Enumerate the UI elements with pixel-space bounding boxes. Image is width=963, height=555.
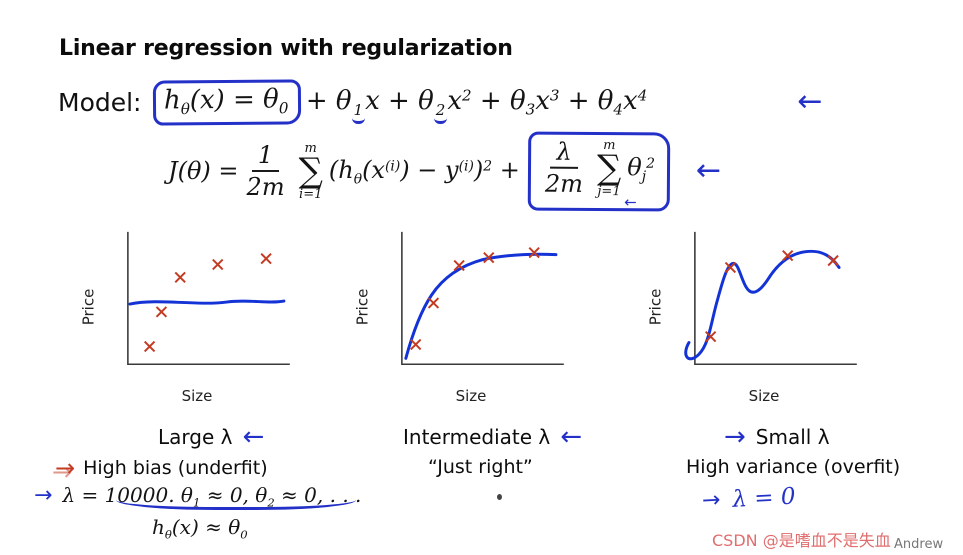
model-equation-line: Model: hθ(x) = θ0 + θ 1x + θ 2x2 + θ3x3 + … [58,79,823,126]
fraction-1-over-2m: 1 2m [247,142,285,201]
caption-just-right: “Just right” [428,456,533,478]
left-arrow-annotation: ← [560,422,583,452]
x-mark [427,297,440,309]
x-mark [827,254,839,267]
regularization-term-box: λ 2m m ∑ j=1 θj2 ← [527,131,671,212]
axes [401,231,564,366]
hypothesis-boxed-term: hθ(x) = θ0 [153,79,303,126]
fit-curve [684,249,841,361]
left-arrow-annotation-cost: ← [695,153,721,189]
y-axis-label: Price [79,288,98,326]
axes [127,231,290,366]
sigma-symbol: ∑ [298,151,323,192]
x-axis-label: Size [181,387,213,405]
x-mark [410,338,422,351]
left-arrow-annotation: ← [242,422,265,452]
x-mark [483,251,495,264]
plot-overfit-sketch [684,231,857,366]
model-label: Model: [58,87,142,117]
summation-over-j: m ∑ j=1 [596,138,622,199]
y-axis-label: Price [646,288,665,326]
fraction-denominator: 2m [544,170,583,199]
caption-text: Large λ [158,425,233,449]
left-arrow-annotation-model: ← [797,84,823,120]
caption-large-lambda: Large λ ← [158,424,264,450]
plot-overfit: Price Size [645,226,867,408]
sigma-symbol: ∑ [596,148,622,189]
x-axis-label: Size [748,387,780,405]
x-mark [260,252,272,265]
caption-subtext: “Just right” [428,456,533,478]
caption-text: Intermediate λ [403,425,551,449]
hypothesis-approx-note: hθ(x) ≈ θ0 [152,515,248,542]
sum-lower-limit: i=1 [299,186,323,202]
x-mark [705,330,717,343]
right-arrow-annotation: → [724,422,746,452]
caption-text: Small λ [755,425,830,449]
lambda-zero-text: λ = 0 [731,483,797,513]
x-mark [782,249,794,262]
y-axis-label: Price [353,288,372,326]
csdn-watermark: CSDN @是嗜血不是失血 [712,531,891,550]
squared-error-term: (hθ(x(i)) − y(i))2 + [328,155,520,188]
theta-squared-term: θj2 [627,152,655,185]
summation-over-i: m ∑ i=1 [299,142,323,200]
fraction-lambda-over-2m: λ 2m [544,138,583,199]
data-x-marks [410,247,540,351]
x-mark [212,258,224,271]
caption-subtext: High bias (underfit) [83,457,268,479]
caption-high-bias: → High bias (underfit) [55,456,268,480]
cursor-dot [497,494,502,500]
sum-lower-limit: j=1 [597,183,621,199]
cost-lhs: J(θ) = [168,157,239,186]
sum-upper-limit: m [304,141,317,157]
plot-just-right: Price Size [352,226,574,408]
plot-just-right-sketch [401,231,564,366]
data-x-marks [143,252,272,353]
blue-right-arrow-annotation: → [34,483,53,509]
author-signature: Andrew [894,537,944,552]
cost-function-line: J(θ) = 1 2m m ∑ i=1 (hθ(x(i)) − y(i))2 +… [168,131,721,212]
caption-small-lambda: → Small λ [724,424,830,450]
fit-curve [128,299,286,306]
plot-underfit: Price Size [78,226,300,408]
caption-high-variance: High variance (overfit) [686,456,900,478]
fit-curve [404,252,558,360]
caption-subtext: High variance (overfit) [686,456,901,478]
x-mark [528,247,540,259]
x-mark [155,306,168,318]
plot-underfit-sketch [127,231,290,366]
fraction-numerator: 1 [251,142,280,173]
x-mark [143,340,156,353]
data-x-marks [705,249,839,343]
model-polynomial-terms: + θ 1x + θ 2x2 + θ3x3 + θ4x4 [306,86,647,124]
small-left-arrow-annotation: ← [623,192,637,212]
underline-annotation [116,500,356,510]
fraction-denominator: 2m [246,173,285,202]
red-right-arrow-annotation: → [55,454,76,482]
x-axis-label: Size [455,387,487,405]
slide-title: Linear regression with regularization [59,36,513,61]
blue-right-arrow-annotation: → [701,487,722,514]
caption-intermediate-lambda: Intermediate λ ← [403,424,582,450]
fraction-numerator: λ [550,138,578,170]
axes [694,231,857,366]
x-mark [724,261,737,274]
x-mark [453,259,465,272]
lambda-zero-note: → λ = 0 [701,484,796,515]
x-mark [174,271,186,283]
